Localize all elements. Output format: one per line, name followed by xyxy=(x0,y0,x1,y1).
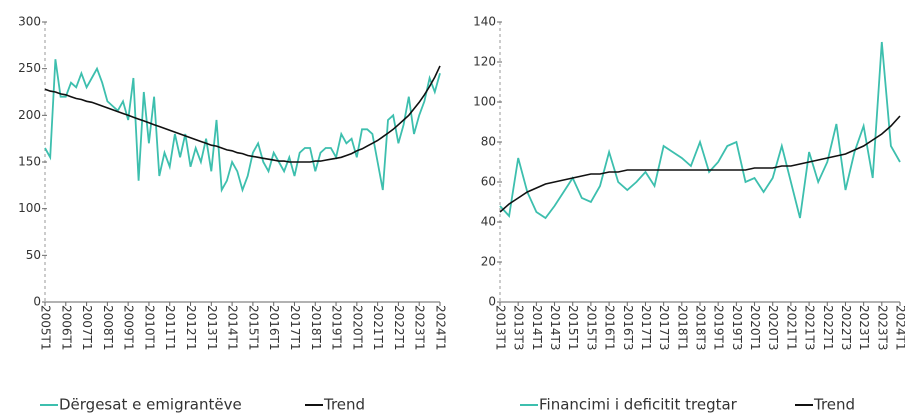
x-tick-label: 2015T1 xyxy=(246,305,260,351)
x-tick-label: 2014T1 xyxy=(226,305,240,351)
x-tick-label: 2014T3 xyxy=(548,305,562,351)
x-tick-label: 2015T1 xyxy=(566,305,580,351)
x-tick-label: 2018T3 xyxy=(694,305,708,351)
x-tick-label: 2017T1 xyxy=(639,305,653,351)
series-line xyxy=(499,115,901,213)
y-tick-label: 60 xyxy=(481,175,496,189)
x-tick-label: 2019T1 xyxy=(330,305,344,351)
y-tick-label: 300 xyxy=(18,15,41,29)
x-tick-label: 2005T1 xyxy=(39,305,53,351)
x-tick-label: 2013T1 xyxy=(205,305,219,351)
y-tick-label: 140 xyxy=(473,15,496,29)
x-tick-label: 2017T3 xyxy=(657,305,671,351)
x-tick-label: 2023T1 xyxy=(857,305,871,351)
x-tick-label: 2022T3 xyxy=(839,305,853,351)
y-tick-label: 200 xyxy=(18,108,41,122)
x-tick-label: 2022T1 xyxy=(392,305,406,351)
x-tick-label: 2020T1 xyxy=(350,305,364,351)
series-line xyxy=(44,65,441,163)
x-tick-label: 2009T1 xyxy=(122,305,136,351)
y-tick-label: 100 xyxy=(18,201,41,215)
x-tick-label: 2008T1 xyxy=(101,305,115,351)
y-tick-label: 0 xyxy=(488,295,496,309)
x-tick-label: 2020T1 xyxy=(748,305,762,351)
legend-label: Financimi i deficitit tregtar xyxy=(539,396,738,414)
x-tick-label: 2023T3 xyxy=(875,305,889,351)
y-tick-label: 20 xyxy=(481,255,496,269)
x-tick-label: 2018T1 xyxy=(309,305,323,351)
y-tick-label: 120 xyxy=(473,55,496,69)
x-tick-label: 2006T1 xyxy=(59,305,73,351)
x-tick-label: 2010T1 xyxy=(142,305,156,351)
series-line xyxy=(44,59,441,194)
x-tick-label: 2011T1 xyxy=(163,305,177,351)
y-tick-label: 100 xyxy=(473,95,496,109)
y-tick-label: 40 xyxy=(481,215,496,229)
y-tick-label: 150 xyxy=(18,155,41,169)
x-tick-label: 2024T1 xyxy=(434,305,448,351)
x-tick-label: 2007T1 xyxy=(80,305,94,351)
x-tick-label: 2016T3 xyxy=(621,305,635,351)
y-tick-label: 80 xyxy=(481,135,496,149)
x-tick-label: 2023T1 xyxy=(413,305,427,351)
x-tick-label: 2014T1 xyxy=(530,305,544,351)
x-tick-label: 2022T1 xyxy=(821,305,835,351)
x-tick-label: 2020T3 xyxy=(766,305,780,351)
x-tick-label: 2021T1 xyxy=(371,305,385,351)
series-line xyxy=(499,41,901,220)
x-tick-label: 2013T1 xyxy=(494,305,508,351)
x-tick-label: 2021T1 xyxy=(784,305,798,351)
x-tick-label: 2019T3 xyxy=(730,305,744,351)
y-tick-label: 0 xyxy=(33,295,41,309)
x-tick-label: 2016T1 xyxy=(267,305,281,351)
x-tick-label: 2015T3 xyxy=(584,305,598,351)
x-tick-label: 2017T1 xyxy=(288,305,302,351)
y-tick-label: 50 xyxy=(26,248,41,262)
legend-label: Trend xyxy=(813,396,855,414)
legend-label: Trend xyxy=(323,396,365,414)
x-tick-label: 2024T1 xyxy=(894,305,905,351)
x-tick-label: 2012T1 xyxy=(184,305,198,351)
x-tick-label: 2013T3 xyxy=(512,305,526,351)
legend-label: Dërgesat e emigrantëve xyxy=(59,396,242,414)
y-tick-label: 250 xyxy=(18,61,41,75)
x-tick-label: 2019T1 xyxy=(712,305,726,351)
x-tick-label: 2018T1 xyxy=(675,305,689,351)
x-tick-label: 2021T3 xyxy=(803,305,817,351)
x-tick-label: 2016T1 xyxy=(603,305,617,351)
